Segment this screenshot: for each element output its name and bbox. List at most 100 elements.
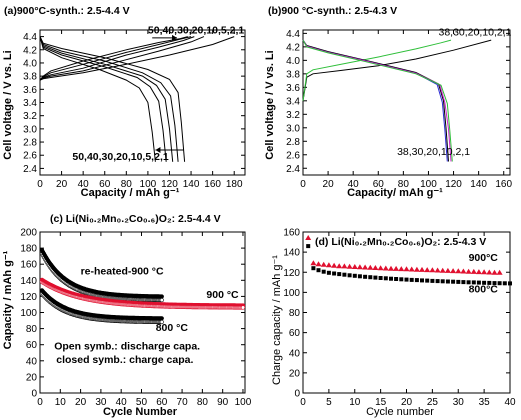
panel-d-annotation-900c: 900°C bbox=[469, 252, 499, 264]
y-tick-label: 2.4 bbox=[23, 164, 37, 175]
data-point-800c bbox=[430, 278, 435, 283]
x-tick-label: 40 bbox=[348, 179, 360, 190]
panel-d-charge-capacity: Charge capacity / mAh g⁻¹ Cycle number 0… bbox=[271, 228, 516, 419]
discharge-marker bbox=[159, 298, 164, 303]
y-tick-label: 160 bbox=[20, 260, 37, 271]
data-point-800c bbox=[435, 279, 440, 284]
data-point-800c bbox=[394, 277, 399, 281]
x-tick-label: 100 bbox=[140, 179, 157, 190]
data-point-900c bbox=[398, 266, 405, 272]
y-tick-label: 2.6 bbox=[286, 150, 300, 161]
panel-b-plot-area: 0 20 40 60 80 100 120 140 160 2.4 2.6 2.8 3.0 3.2 3.4 3… bbox=[286, 29, 512, 190]
x-tick-label: 5 bbox=[326, 397, 332, 408]
x-tick-label: 35 bbox=[479, 397, 491, 408]
data-point-900c bbox=[419, 266, 425, 272]
arrowhead-discharge bbox=[155, 146, 161, 153]
series-line bbox=[39, 36, 192, 81]
charge-marker bbox=[159, 316, 164, 321]
data-point-800c bbox=[311, 266, 316, 271]
data-point-900c bbox=[346, 263, 353, 269]
data-point-900c bbox=[486, 269, 493, 275]
data-point-800c bbox=[492, 281, 497, 286]
y-tick-label: 3.4 bbox=[286, 96, 300, 107]
y-tick-label: 120 bbox=[20, 292, 37, 303]
y-tick-label: 160 bbox=[283, 228, 300, 239]
data-point-900c bbox=[439, 267, 446, 273]
panel-a-ylabel: Cell voltage / V vs. Li bbox=[2, 50, 14, 159]
data-point-800c bbox=[363, 274, 368, 279]
panel-a-xlabel: Capacity / mAh g⁻¹ bbox=[81, 187, 180, 199]
x-tick-label: 60 bbox=[99, 179, 111, 190]
x-tick-label: 50 bbox=[136, 397, 148, 408]
data-point-800c bbox=[321, 269, 326, 274]
y-tick-label: 40 bbox=[289, 348, 301, 359]
panel-b-title: (b)900 °C-synth.: 2.5-4.3 V bbox=[268, 5, 397, 17]
panel-c-annotation-800c: 800 °C bbox=[156, 322, 189, 334]
x-tick-label: 140 bbox=[183, 179, 200, 190]
series-line bbox=[39, 36, 167, 162]
panel-d-plot-area: 0 5 10 15 20 25 30 35 40 0 20 40 60 80 100 120 140 160 bbox=[283, 228, 516, 409]
panel-c-annotation-reheated: re-heated-900 °C bbox=[81, 266, 164, 278]
panel-c-title: (c) Li(Ni₀.₂Mn₀.₂Co₀.₆)O₂: 2.5-4.4 V bbox=[50, 213, 221, 225]
panel-c-plot-area: 0 10 20 30 40 50 60 70 80 90 100 0 20 40 60 80 100 120 140… bbox=[20, 228, 251, 409]
x-tick-label: 30 bbox=[95, 397, 107, 408]
x-tick-label: 140 bbox=[470, 179, 487, 190]
y-tick-label: 20 bbox=[26, 372, 38, 383]
data-point-800c bbox=[368, 275, 373, 280]
data-point-900c bbox=[351, 264, 358, 269]
x-tick-label: 100 bbox=[235, 397, 252, 408]
data-point-900c bbox=[460, 268, 467, 274]
discharge-marker bbox=[159, 319, 164, 325]
series-line bbox=[39, 36, 156, 162]
data-point-900c bbox=[325, 262, 332, 268]
x-tick-label: 80 bbox=[121, 179, 133, 190]
x-tick-label: 160 bbox=[204, 179, 221, 190]
data-point-900c bbox=[336, 263, 343, 269]
data-point-900c bbox=[434, 267, 441, 273]
y-tick-label: 3.4 bbox=[23, 98, 37, 109]
data-point-900c bbox=[450, 268, 457, 274]
x-tick-label: 90 bbox=[217, 397, 229, 408]
data-point-800c bbox=[487, 280, 492, 285]
panel-a-annotation-discharge-rates: 50,40,30,20,10,5,2,1 bbox=[72, 151, 168, 163]
x-tick-label: 120 bbox=[161, 179, 178, 190]
data-point-900c bbox=[465, 268, 472, 274]
discharge-marker bbox=[240, 305, 246, 310]
y-tick-label: 200 bbox=[20, 228, 37, 239]
data-point-900c bbox=[455, 268, 462, 274]
data-point-900c bbox=[424, 267, 431, 273]
series-line bbox=[39, 36, 195, 81]
series-line bbox=[39, 36, 235, 81]
x-tick-label: 20 bbox=[323, 179, 335, 190]
panel-c-annotation-closed-symbols: closed symb.: charge capa. bbox=[56, 354, 193, 366]
y-tick-label: 60 bbox=[26, 340, 38, 351]
panel-a-annotation-charge-rates: 50,40,30,20,10,5,2,1 bbox=[148, 24, 244, 36]
panel-b-xlabel: Capacity/ mAh g⁻¹ bbox=[347, 187, 443, 199]
y-tick-label: 140 bbox=[20, 276, 37, 287]
y-tick-label: 180 bbox=[20, 244, 37, 255]
data-point-900c bbox=[470, 268, 477, 274]
y-tick-label: 3.0 bbox=[23, 124, 37, 135]
data-point-800c bbox=[383, 276, 388, 281]
series-line bbox=[39, 36, 188, 81]
y-tick-label: 0 bbox=[31, 389, 37, 400]
series-line bbox=[302, 39, 449, 162]
data-point-900c bbox=[331, 262, 338, 268]
y-tick-label: 4.0 bbox=[23, 58, 37, 69]
x-tick-label: 0 bbox=[300, 179, 306, 190]
x-tick-label: 80 bbox=[197, 397, 209, 408]
series-line bbox=[302, 39, 452, 101]
y-tick-label: 3.6 bbox=[286, 83, 300, 94]
y-tick-label: 60 bbox=[289, 328, 301, 339]
arrowhead-charge bbox=[172, 34, 178, 41]
y-tick-label: 4.4 bbox=[286, 29, 300, 40]
data-point-900c bbox=[372, 265, 379, 270]
y-tick-label: 0 bbox=[294, 389, 300, 400]
panel-b-annotation-charge-cycles: 38,30,20,10,2,1 bbox=[438, 26, 511, 38]
x-tick-label: 10 bbox=[55, 397, 67, 408]
y-tick-label: 2.8 bbox=[23, 138, 37, 149]
charge-marker bbox=[159, 294, 164, 299]
data-point-800c bbox=[414, 278, 419, 283]
series-line bbox=[302, 39, 452, 162]
